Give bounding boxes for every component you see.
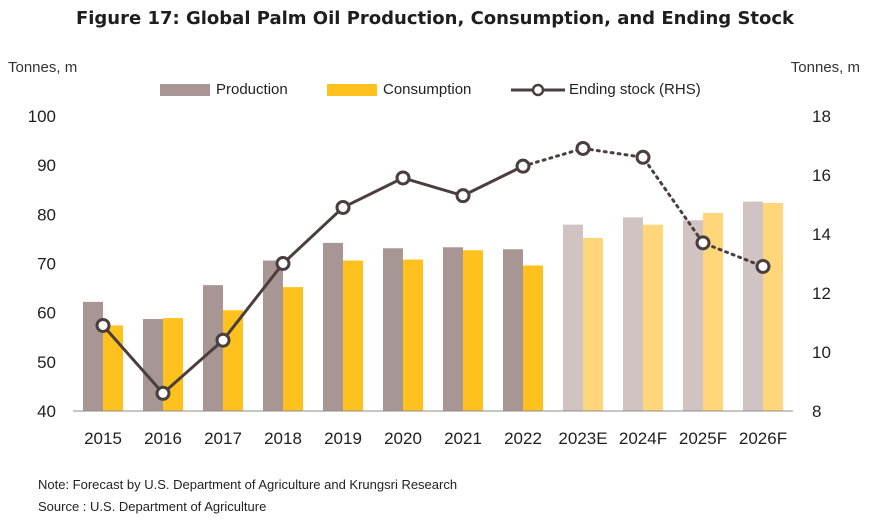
right-tick-label-18: 18 [812,107,831,126]
ending-stock-line-forecast [521,146,765,268]
right-tick-label-16: 16 [812,166,831,185]
right-tick-label-14: 14 [812,225,831,244]
legend-label-ending-stock: Ending stock (RHS) [569,81,701,98]
left-axis-unit-label: Tonnes, m [8,59,78,76]
consumption-bar-2023E [583,237,603,411]
chart-source: Source : U.S. Department of Agriculture [38,499,267,514]
ending-stock-point-2023E [575,140,591,156]
production-bar-2024F [623,217,643,411]
production-bar-2019 [323,242,343,411]
chart-title: Figure 17: Global Palm Oil Production, C… [75,8,795,29]
left-tick-label-100: 100 [28,107,56,126]
consumption-bar-2021 [463,250,483,411]
x-tick-label-2015: 2015 [84,429,122,448]
ending-stock-point-2022 [515,158,531,174]
bars-group [83,201,783,411]
left-tick-label-40: 40 [37,402,56,421]
left-tick-label-50: 50 [37,353,56,372]
x-tick-label-2026F: 2026F [739,429,787,448]
consumption-bar-2020 [403,259,423,411]
ending-stock-point-2024F [635,149,651,165]
chart-note: Note: Forecast by U.S. Department of Agr… [38,477,458,492]
ending-stock-point-2017 [215,332,231,348]
x-tick-label-2025F: 2025F [679,429,727,448]
left-tick-label-60: 60 [37,304,56,323]
production-bar-2023E [563,224,583,411]
legend-item-consumption: Consumption [327,81,471,98]
x-tick-label-2017: 2017 [204,429,242,448]
x-tick-label-2018: 2018 [264,429,302,448]
ending-stock-point-2025F [695,235,711,251]
production-bar-2018 [263,260,283,411]
left-tick-label-90: 90 [37,156,56,175]
ending-stock-point-2018 [275,256,291,271]
ending-stock-point-2020 [395,170,411,186]
consumption-bar-2024F [643,224,663,411]
consumption-bar-2015 [103,325,123,411]
legend-line-marker-icon [511,83,565,96]
ending-stock-line-group [95,140,771,401]
left-tick-label-70: 70 [37,255,56,274]
ending-stock-point-2021 [455,188,471,204]
legend-swatch-production [160,83,210,96]
x-tick-label-2022: 2022 [504,429,542,448]
consumption-bar-2022 [523,265,543,411]
right-axis-unit-label: Tonnes, m [790,59,860,76]
right-tick-label-10: 10 [812,343,831,362]
right-tick-label-12: 12 [812,284,831,303]
ending-stock-point-2016 [155,385,171,401]
ending-stock-line-actual [101,164,524,396]
legend-swatch-consumption [327,83,377,96]
legend-item-production: Production [160,81,288,98]
legend-item-ending-stock: Ending stock (RHS) [511,81,701,98]
legend-label-consumption: Consumption [383,81,472,98]
ending-stock-point-2026F [755,258,771,274]
production-bar-2026F [743,201,763,411]
consumption-bar-2019 [343,260,363,411]
production-bar-2015 [83,301,103,411]
x-tick-label-2016: 2016 [144,429,182,448]
production-bar-2021 [443,247,463,411]
ending-stock-point-2019 [335,199,351,215]
production-bar-2022 [503,249,523,411]
right-tick-label-8: 8 [812,402,821,421]
consumption-bar-2025F [703,212,723,411]
x-tick-label-2019: 2019 [324,429,362,448]
consumption-bar-2018 [283,287,303,411]
production-bar-2025F [683,220,703,411]
left-tick-label-80: 80 [37,205,56,224]
x-tick-label-2021: 2021 [444,429,482,448]
production-bar-2020 [383,248,403,411]
chart-legend: Production Consumption Ending stock (RHS… [0,81,870,103]
axes-group: 40 50 60 70 80 90 100 8 10 12 14 16 18 2015 2016 2017 20… [28,107,831,448]
x-tick-label-2020: 2020 [384,429,422,448]
x-tick-label-2024F: 2024F [619,429,667,448]
x-tick-label-2023E: 2023E [558,429,607,448]
consumption-bar-2026F [763,203,783,411]
ending-stock-point-2015 [95,317,111,333]
legend-label-production: Production [216,81,288,98]
